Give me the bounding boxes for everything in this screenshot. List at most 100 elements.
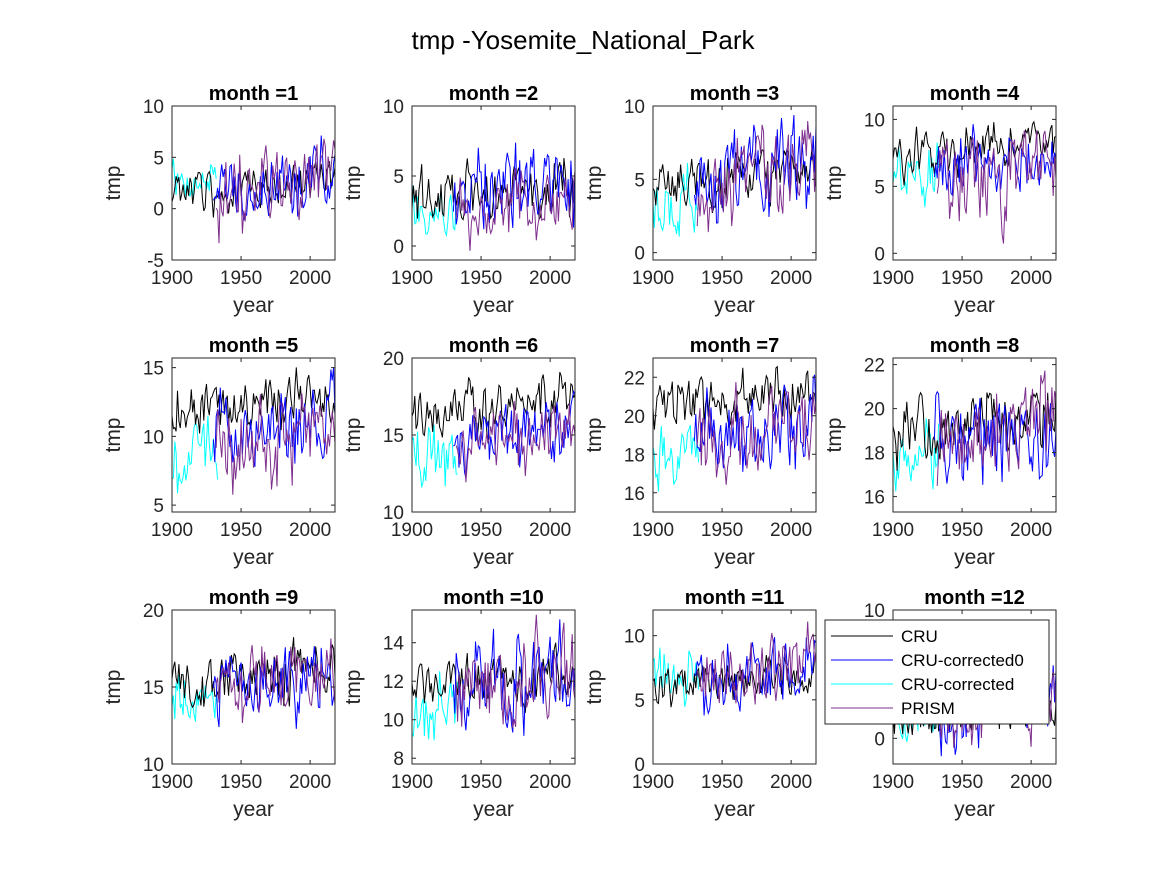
series-line-prism xyxy=(215,393,335,495)
x-tick-label: 2000 xyxy=(529,520,571,541)
y-tick-label: 20 xyxy=(624,407,645,428)
axes-box xyxy=(892,357,1057,513)
y-tick-label: 5 xyxy=(393,167,404,188)
x-axis-label: year xyxy=(714,294,755,317)
x-tick-label: 1900 xyxy=(632,268,674,289)
x-tick-label: 2000 xyxy=(1010,520,1052,541)
subplot-title: month =4 xyxy=(930,83,1020,105)
x-tick-label: 1950 xyxy=(701,268,743,289)
y-tick-label: 0 xyxy=(153,200,164,221)
series-line-prism xyxy=(936,370,1056,486)
x-axis-label: year xyxy=(473,546,514,569)
series-lines xyxy=(172,637,335,729)
x-tick-label: 1900 xyxy=(151,520,193,541)
y-axis-label: tmp xyxy=(342,165,365,200)
x-axis-label: year xyxy=(233,546,274,569)
x-tick-label: 1900 xyxy=(391,520,433,541)
x-axis-label: year xyxy=(233,798,274,821)
y-tick-label: 10 xyxy=(624,97,645,118)
series-line-cru xyxy=(412,642,575,713)
series-line-cru-corrected xyxy=(412,183,457,238)
y-tick-label: 10 xyxy=(864,601,885,622)
x-tick-label: 1950 xyxy=(941,268,983,289)
x-tick-label: 1900 xyxy=(632,520,674,541)
y-tick-label: 16 xyxy=(864,488,885,509)
series-line-cru xyxy=(172,161,335,218)
y-axis-label: tmp xyxy=(102,417,125,452)
axes-box xyxy=(411,105,576,261)
y-tick-label: 5 xyxy=(634,170,645,191)
series-lines xyxy=(653,114,816,237)
x-tick-label: 1950 xyxy=(220,772,262,793)
y-tick-label: 10 xyxy=(864,110,885,131)
series-line-prism xyxy=(696,621,816,705)
series-line-prism xyxy=(455,614,575,729)
subplot-month-5: 1900 1950 2000 5 10 15 month =5 year tmp xyxy=(102,335,336,569)
series-lines xyxy=(172,367,335,495)
x-tick-label: 1900 xyxy=(872,268,914,289)
y-tick-label: -5 xyxy=(147,251,164,272)
y-tick-label: 10 xyxy=(143,97,164,118)
series-line-cru xyxy=(653,655,816,708)
x-tick-label: 1900 xyxy=(872,520,914,541)
series-line-prism xyxy=(936,130,1056,244)
x-axis-label: year xyxy=(954,546,995,569)
x-tick-label: 1950 xyxy=(220,268,262,289)
series-lines xyxy=(172,135,335,244)
x-tick-label: 1950 xyxy=(941,520,983,541)
plot-area xyxy=(172,106,335,260)
subplot-month-9: 1900 1950 2000 10 15 20 month =9 year tmp xyxy=(102,587,336,821)
legend-box xyxy=(824,619,1050,725)
y-axis-label: tmp xyxy=(583,165,606,200)
axes-box xyxy=(411,609,576,765)
series-line-cru-corrected0 xyxy=(212,367,335,468)
y-tick-label: 10 xyxy=(383,97,404,118)
axes-box xyxy=(652,609,817,765)
x-tick-label: 1900 xyxy=(632,772,674,793)
x-axis-label: year xyxy=(473,798,514,821)
x-axis-label: year xyxy=(714,798,755,821)
y-tick-label: 10 xyxy=(624,627,645,648)
y-tick-label: 0 xyxy=(874,244,885,265)
subplot-title: month =3 xyxy=(690,83,779,105)
series-line-prism xyxy=(215,138,335,244)
series-line-cru xyxy=(893,120,1056,186)
x-tick-label: 1900 xyxy=(151,772,193,793)
series-line-cru xyxy=(172,367,335,434)
y-tick-label: 15 xyxy=(143,678,164,699)
y-tick-label: 10 xyxy=(143,427,164,448)
subplot-month-8: 1900 1950 2000 16 18 20 22 month =8 year tmp xyxy=(823,335,1057,569)
axes-box xyxy=(171,105,336,261)
x-axis-label: year xyxy=(233,294,274,317)
plot-area xyxy=(653,358,816,512)
x-axis-label: year xyxy=(954,294,995,317)
x-axis-label: year xyxy=(714,546,755,569)
y-tick-label: 15 xyxy=(143,359,164,380)
y-tick-label: 8 xyxy=(393,749,404,770)
y-tick-label: 5 xyxy=(153,496,164,517)
y-tick-label: 10 xyxy=(383,711,404,732)
subplot-month-1: 1900 1950 2000 -5 0 5 10 month =1 year tmp xyxy=(102,83,336,317)
y-tick-label: 20 xyxy=(864,400,885,421)
series-line-cru-corrected0 xyxy=(693,374,816,472)
x-tick-label: 1900 xyxy=(391,772,433,793)
legend-label: CRU xyxy=(901,627,938,646)
y-tick-label: 22 xyxy=(624,368,645,389)
series-lines xyxy=(653,621,816,716)
y-tick-label: 10 xyxy=(143,755,164,776)
y-tick-label: 10 xyxy=(383,503,404,524)
x-tick-label: 2000 xyxy=(289,520,331,541)
series-lines xyxy=(412,614,575,741)
y-axis-label: tmp xyxy=(823,165,846,200)
y-axis-label: tmp xyxy=(583,669,606,704)
plot-area xyxy=(412,106,575,260)
y-tick-label: 0 xyxy=(634,755,645,776)
x-tick-label: 2000 xyxy=(529,772,571,793)
subplot-month-11: 1900 1950 2000 0 5 10 month =11 year tmp xyxy=(583,587,817,821)
y-axis-label: tmp xyxy=(342,417,365,452)
y-axis-label: tmp xyxy=(583,417,606,452)
subplot-title: month =5 xyxy=(209,335,298,357)
y-tick-label: 12 xyxy=(383,672,404,693)
y-tick-label: 20 xyxy=(383,349,404,370)
